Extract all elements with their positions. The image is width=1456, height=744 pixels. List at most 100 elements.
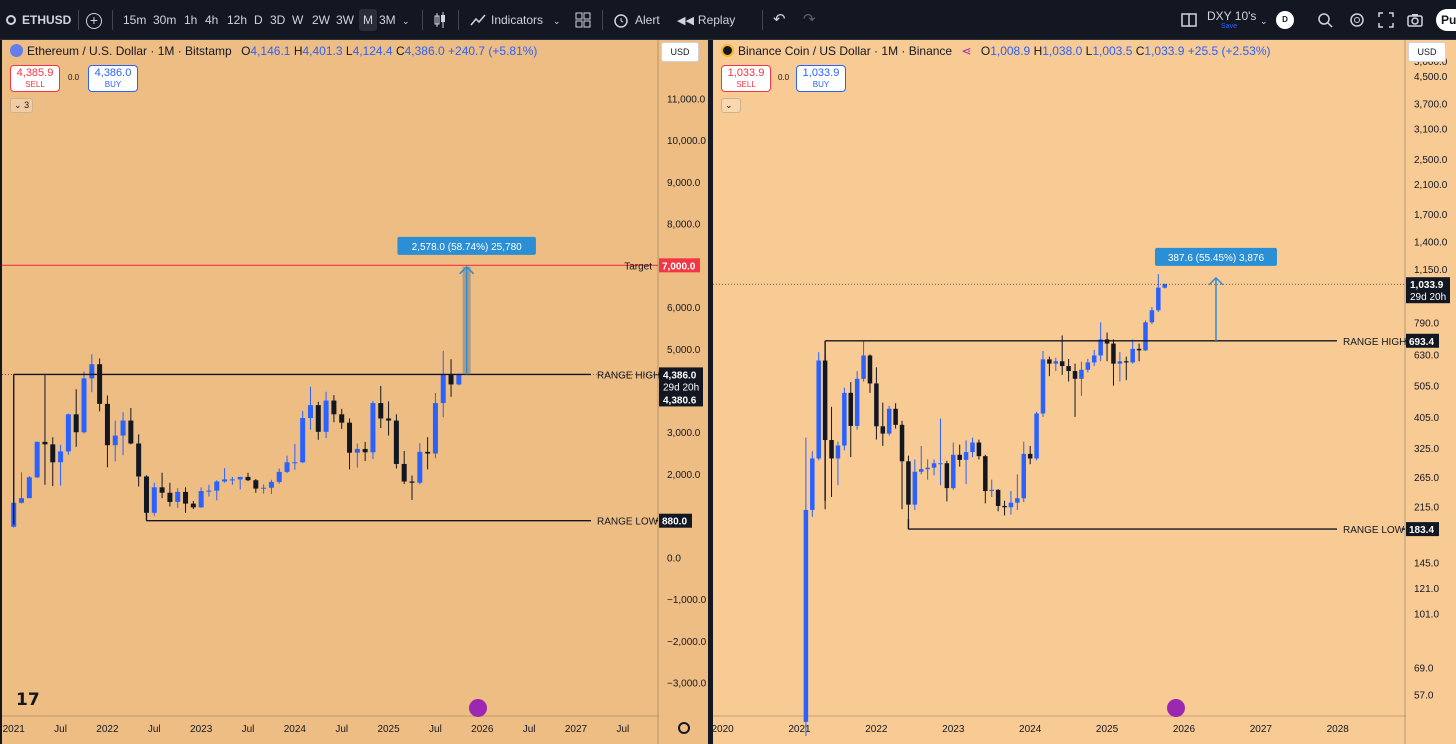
layouts-button[interactable] [574, 11, 592, 29]
bnb-currency-button[interactable]: USD [1408, 42, 1446, 62]
publish-button[interactable]: Pu [1436, 9, 1456, 31]
eth-legend: Ethereum / U.S. Dollar · 1M · Bitstamp O… [10, 44, 537, 58]
replay-button[interactable]: ◀◀ Replay [677, 0, 735, 40]
account-avatar[interactable]: D [1276, 11, 1294, 29]
undo-button[interactable]: ↶ [773, 0, 786, 40]
candle-body [931, 463, 937, 468]
eth-close-value: 4,386.0 [404, 44, 445, 58]
share-icon[interactable]: ⋖ [961, 44, 972, 58]
bnb-chart-canvas[interactable]: 5,000.0 4,500.0 3,700.0 3,100.0 2,500.0 2,100… [713, 40, 1456, 744]
interval-dropdown[interactable]: ⌄ [402, 0, 410, 40]
candle-body [816, 360, 821, 459]
candle-body [1124, 361, 1129, 363]
magnifier-settings-icon [1318, 13, 1333, 28]
high-key: H [293, 44, 303, 58]
interval-12h[interactable]: 12h [227, 13, 248, 27]
eth-lightning-icon[interactable] [469, 699, 487, 717]
candle-body [861, 355, 866, 379]
eth-chart-panel[interactable]: 11,000.0 10,000.0 9,000.0 8,000.0 6,000.0 5,0… [2, 40, 708, 744]
bnb-sell-label: SELL [736, 80, 756, 89]
symbol-search-button[interactable]: ETHUSD [6, 0, 71, 40]
candle-body [339, 414, 345, 423]
bnb-chart-panel[interactable]: 5,000.0 4,500.0 3,700.0 3,100.0 2,500.0 2,100… [713, 40, 1456, 744]
eth-sell-button[interactable]: 4,385.9 SELL [10, 65, 60, 92]
second-price-tag [659, 392, 703, 407]
interval-3d[interactable]: 3D [270, 13, 286, 27]
eth-chart-canvas[interactable]: 11,000.0 10,000.0 9,000.0 8,000.0 6,000.0 5,0… [2, 40, 708, 744]
toolbar-divider [458, 10, 459, 30]
x-tick-label: 2022 [96, 724, 119, 735]
interval-30m[interactable]: 30m [153, 13, 177, 27]
interval-2w[interactable]: 2W [312, 13, 330, 27]
x-tick-label: 2026 [471, 724, 494, 735]
eth-currency-button[interactable]: USD [661, 42, 699, 62]
high-key: H [1033, 44, 1043, 58]
candle-body [222, 479, 228, 482]
candles-chart-type-button[interactable] [431, 11, 449, 29]
candle-body [842, 392, 847, 446]
y-tick-label: 9,000.0 [667, 178, 701, 189]
bnb-buy-button[interactable]: 1,033.9 BUY [796, 65, 846, 92]
interval-3w[interactable]: 3W [336, 13, 354, 27]
interval-m[interactable]: M [359, 9, 377, 31]
x-tick-label: 2023 [190, 724, 213, 735]
y-tick-label: −2,000.0 [667, 637, 707, 648]
interval-4h[interactable]: 4h [205, 13, 219, 27]
bnb-lightning-icon[interactable] [1167, 699, 1185, 717]
eth-legend-title[interactable]: Ethereum / U.S. Dollar · 1M · Bitstamp [27, 44, 232, 58]
interval-3m[interactable]: 3M [379, 13, 396, 27]
rewind-icon: ◀◀ [677, 15, 694, 27]
y-tick-label: 0.0 [667, 553, 681, 564]
alert-button[interactable] [612, 11, 630, 29]
eth-buy-price: 4,386.0 [94, 67, 132, 79]
alert-label[interactable]: Alert [635, 13, 660, 27]
indicators-label[interactable]: Indicators [491, 13, 544, 27]
candle-body [112, 435, 118, 446]
interval-d[interactable]: D [254, 13, 263, 27]
chevron-down-icon: ⌄ [1260, 16, 1268, 26]
compare-save-label: Save [1221, 23, 1237, 30]
x-tick-label: Jul [54, 724, 67, 735]
interval-15m[interactable]: 15m [123, 13, 147, 27]
bnb-sell-button[interactable]: 1,033.9 SELL [721, 65, 771, 92]
eth-settings-icon[interactable] [678, 722, 690, 734]
eth-indicators-collapse-button[interactable]: ⌄ 3 [10, 98, 34, 113]
panel-divider[interactable] [708, 40, 713, 744]
candle-body [1162, 284, 1167, 288]
fullscreen-button[interactable] [1377, 11, 1395, 29]
y-tick-label: 8,000.0 [667, 220, 701, 231]
indicators-dropdown[interactable]: ⌄ [553, 0, 561, 40]
binance-logo-icon [721, 44, 734, 57]
candle-body [1111, 343, 1116, 364]
candle-body [1085, 362, 1091, 370]
fullscreen-icon [1378, 12, 1394, 28]
settings-button[interactable] [1348, 11, 1366, 29]
indicators-button[interactable] [469, 11, 487, 29]
candle-body [253, 480, 259, 489]
candle-body [386, 418, 392, 421]
add-symbol-button[interactable]: + [86, 0, 104, 40]
target-price-tag [659, 258, 700, 273]
interval-1h[interactable]: 1h [184, 13, 198, 27]
candle-body [912, 471, 918, 505]
x-tick-label: Jul [242, 724, 255, 735]
quick-search-button[interactable] [1316, 11, 1334, 29]
bnb-indicators-collapse-button[interactable]: ⌄ [721, 98, 741, 113]
candle-body [362, 448, 368, 453]
y-tick-label: 4,500.0 [1414, 72, 1448, 83]
candle-body [42, 441, 48, 445]
gear-icon [1350, 13, 1364, 27]
bnb-legend-title[interactable]: Binance Coin / US Dollar · 1M · Binance [738, 44, 953, 58]
candle-body [995, 489, 1001, 506]
interval-w[interactable]: W [292, 13, 304, 27]
price-axis-bg [1406, 40, 1456, 744]
y-tick-label: 2,500.0 [1414, 155, 1448, 166]
compare-symbol-button[interactable]: DXY 10's Save [1207, 0, 1256, 40]
snapshot-button[interactable] [1406, 11, 1424, 29]
layout-toggle-button[interactable] [1180, 11, 1198, 29]
redo-button[interactable]: ↷ [803, 0, 816, 40]
eth-buy-button[interactable]: 4,386.0 BUY [88, 65, 138, 92]
eth-buy-label: BUY [104, 80, 122, 89]
candle-body [190, 503, 196, 508]
compare-dropdown[interactable]: ⌄ [1260, 0, 1268, 40]
